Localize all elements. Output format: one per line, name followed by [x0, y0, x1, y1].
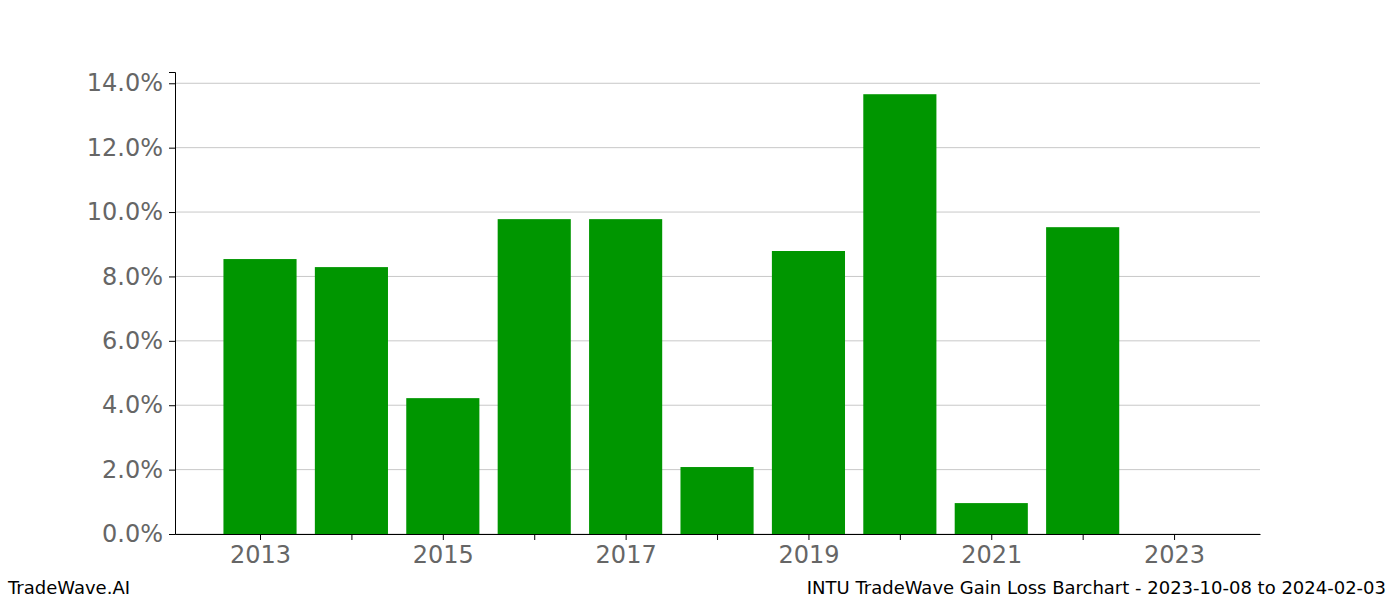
x-tick: 2023 [1144, 534, 1205, 569]
y-tick-mark [169, 341, 175, 342]
x-tick: 2017 [596, 534, 657, 569]
x-tick-mark [900, 534, 901, 540]
x-tick-mark [351, 534, 352, 540]
y-tick-label: 0.0% [102, 520, 163, 548]
x-tick-mark [717, 534, 718, 540]
bar [863, 94, 936, 534]
bar [589, 219, 662, 534]
chart: 0.0%2.0%4.0%6.0%8.0%10.0%12.0%14.0%20132… [0, 0, 1400, 600]
grid-line [175, 83, 1260, 84]
x-tick [900, 534, 901, 540]
bar [680, 467, 753, 534]
y-tick: 12.0% [87, 134, 175, 162]
y-tick: 4.0% [102, 391, 175, 419]
y-tick-mark [169, 470, 175, 471]
x-tick-mark [534, 534, 535, 540]
y-tick: 8.0% [102, 263, 175, 291]
bar [955, 503, 1028, 534]
x-tick: 2019 [778, 534, 839, 569]
y-tick: 0.0% [102, 520, 175, 548]
y-tick-label: 4.0% [102, 391, 163, 419]
x-tick-mark [1174, 534, 1175, 540]
y-tick-mark [169, 534, 175, 535]
x-tick [1083, 534, 1084, 540]
x-tick [717, 534, 718, 540]
y-axis: 0.0% 2.0% 4.0% 6.0% 8.0% 10.0% 12.0% 14.0% [87, 69, 176, 548]
bar [223, 259, 296, 534]
x-tick-mark [991, 534, 992, 540]
x-tick: 2015 [413, 534, 474, 569]
y-tick: 2.0% [102, 456, 175, 484]
y-tick-label: 2.0% [102, 456, 163, 484]
x-tick-label: 2015 [413, 541, 474, 569]
y-tick-label: 6.0% [102, 327, 163, 355]
x-tick-mark [443, 534, 444, 540]
x-tick-label: 2013 [230, 541, 291, 569]
x-axis: 2013 2015 2017 2019 2021 2023 [176, 534, 1261, 569]
x-tick [351, 534, 352, 540]
bar [406, 398, 479, 534]
x-tick-label: 2021 [961, 541, 1022, 569]
y-tick-label: 8.0% [102, 263, 163, 291]
y-tick: 6.0% [102, 327, 175, 355]
bar [772, 251, 845, 534]
y-tick-mark [169, 148, 175, 149]
y-axis-line [169, 73, 176, 535]
grid-line [175, 147, 1260, 148]
y-tick-mark [169, 212, 175, 213]
x-tick: 2021 [961, 534, 1022, 569]
y-tick: 14.0% [87, 69, 175, 97]
y-tick: 10.0% [87, 198, 175, 226]
y-tick-label: 14.0% [87, 69, 163, 97]
x-tick-label: 2017 [596, 541, 657, 569]
grid [175, 83, 1260, 534]
y-tick-label: 12.0% [87, 134, 163, 162]
bars [223, 94, 1119, 534]
y-tick-mark [169, 83, 175, 84]
y-tick-label: 10.0% [87, 198, 163, 226]
grid-line [175, 212, 1260, 213]
x-tick: 2013 [230, 534, 291, 569]
bar [315, 267, 388, 534]
x-tick-mark [260, 534, 261, 540]
x-tick-mark [626, 534, 627, 540]
bar [498, 219, 571, 534]
x-tick-label: 2023 [1144, 541, 1205, 569]
bar [1046, 227, 1119, 534]
bar [1138, 534, 1211, 535]
title: INTU TradeWave Gain Loss Barchart - 2023… [807, 577, 1386, 598]
x-tick [534, 534, 535, 540]
y-tick-mark [169, 276, 175, 277]
footer-left: TradeWave.AI [7, 577, 130, 598]
y-tick-mark [169, 405, 175, 406]
x-tick-mark [1083, 534, 1084, 540]
x-tick-label: 2019 [778, 541, 839, 569]
x-tick-mark [808, 534, 809, 540]
